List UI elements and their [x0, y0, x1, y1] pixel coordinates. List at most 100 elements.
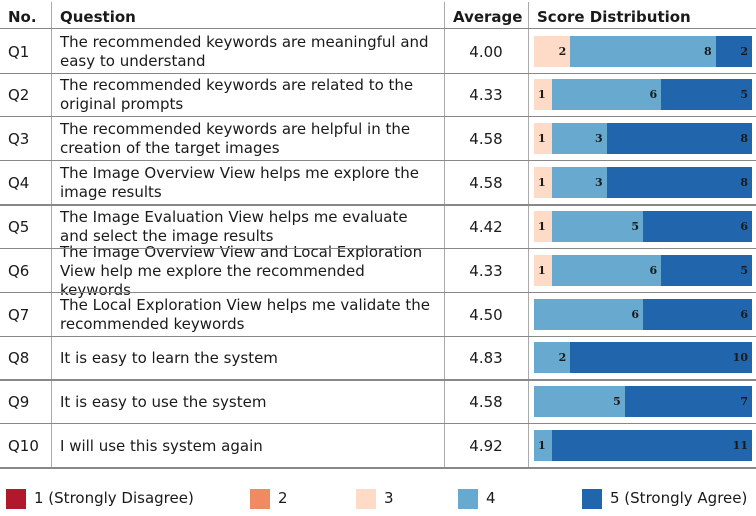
data-label: 1 [538, 88, 546, 101]
survey-table: No. Question Average Score Distribution … [0, 2, 756, 469]
question-text: The Image Overview View and Local Explor… [60, 242, 423, 299]
data-label: 8 [740, 176, 748, 189]
score-distribution-bar: 1 11 [534, 430, 752, 461]
legend-label: 3 [384, 489, 394, 507]
question-text: I will use this system again [60, 436, 263, 455]
table-row: Q5 The Image Evaluation View helps me eva… [0, 205, 756, 249]
legend-label: 2 [278, 489, 288, 507]
bar-segment [534, 430, 553, 461]
row-divider [0, 467, 756, 469]
question-number: Q3 [8, 130, 30, 148]
data-label: 6 [649, 264, 658, 277]
question-number: Q8 [8, 349, 30, 367]
data-label: 5 [740, 88, 748, 101]
column-divider [528, 2, 529, 467]
score-distribution-bar: 1 3 8 [534, 167, 752, 198]
data-label: 6 [740, 220, 748, 233]
table-row: Q1 The recommended keywords are meaningfu… [0, 30, 756, 74]
average-score: 4.58 [469, 130, 503, 148]
question-number: Q2 [8, 86, 30, 104]
bar-segment [552, 255, 662, 286]
bar-segment [552, 211, 643, 242]
header-question: Question [60, 8, 136, 26]
data-label: 5 [631, 220, 639, 233]
bar-segment [624, 386, 752, 417]
row-divider [0, 248, 756, 249]
bar-segment [552, 123, 607, 154]
question-text: The Local Exploration View helps me vali… [60, 296, 430, 333]
data-label: 3 [595, 132, 603, 145]
data-label: 5 [613, 395, 621, 408]
average-score: 4.58 [469, 174, 503, 192]
question-number: Q6 [8, 262, 30, 280]
bar-segment [534, 36, 571, 67]
data-label: 6 [649, 88, 658, 101]
score-distribution-bar: 2 8 2 [534, 36, 752, 67]
question-text: The recommended keywords are helpful in … [60, 120, 411, 157]
legend-swatch [250, 489, 270, 509]
question-number: Q10 [8, 437, 39, 455]
row-divider [0, 160, 756, 161]
data-label: 11 [732, 439, 748, 452]
row-divider [0, 73, 756, 74]
question-text: The Image Overview View helps me explore… [60, 164, 419, 201]
score-distribution-bar: 1 6 5 [534, 79, 752, 110]
question-text: The Image Evaluation View helps me evalu… [60, 208, 408, 245]
bar-segment [534, 386, 625, 417]
row-divider [0, 28, 756, 29]
average-score: 4.33 [469, 86, 503, 104]
bar-segment [534, 299, 643, 330]
table-row: Q7 The Local Exploration View helps me va… [0, 293, 756, 337]
average-score: 4.00 [469, 43, 503, 61]
legend-swatch [458, 489, 478, 509]
data-label: 5 [740, 264, 748, 277]
legend-label: 1 (Strongly Disagree) [34, 489, 194, 507]
bar-segment [534, 211, 553, 242]
bar-segment [570, 36, 716, 67]
bar-segment [534, 342, 571, 373]
legend-swatch [356, 489, 376, 509]
bar-segment [643, 211, 752, 242]
row-divider [0, 336, 756, 337]
average-score: 4.58 [469, 393, 503, 411]
table-row: Q2 The recommended keywords are related t… [0, 73, 756, 117]
table-row: Q3 The recommended keywords are helpful i… [0, 117, 756, 161]
average-score: 4.42 [469, 218, 503, 236]
score-distribution-bar: 1 6 5 [534, 255, 752, 286]
table-row: Q6 The Image Overview View and Local Expl… [0, 243, 756, 299]
bar-segment [606, 167, 752, 198]
bar-segment [552, 167, 607, 198]
bar-segment [534, 255, 553, 286]
bar-segment [715, 36, 752, 67]
question-text: It is easy to learn the system [60, 348, 278, 367]
table-row: Q8 It is easy to learn the system 4.83 2 10 [0, 336, 756, 380]
data-label: 3 [595, 176, 603, 189]
row-divider [0, 423, 756, 424]
data-label: 1 [538, 176, 546, 189]
data-label: 2 [558, 351, 567, 364]
bar-segment [534, 79, 553, 110]
bar-segment [661, 79, 752, 110]
average-score: 4.50 [469, 306, 503, 324]
score-distribution-bar: 1 3 8 [534, 123, 752, 154]
legend-swatch [582, 489, 602, 509]
question-text: The recommended keywords are related to … [60, 76, 414, 113]
data-label: 6 [631, 308, 639, 321]
data-label: 1 [538, 439, 546, 452]
question-number: Q1 [8, 43, 30, 61]
row-divider [0, 292, 756, 293]
score-distribution-bar: 1 5 6 [534, 211, 752, 242]
question-text: It is easy to use the system [60, 392, 267, 411]
bar-segment [661, 255, 752, 286]
row-divider [0, 204, 756, 206]
data-label: 8 [740, 132, 748, 145]
data-label: 7 [740, 395, 748, 408]
header-no: No. [8, 8, 37, 26]
column-divider [51, 2, 52, 467]
data-label: 1 [538, 264, 546, 277]
data-label: 10 [732, 351, 748, 364]
row-divider [0, 116, 756, 117]
average-score: 4.33 [469, 262, 503, 280]
